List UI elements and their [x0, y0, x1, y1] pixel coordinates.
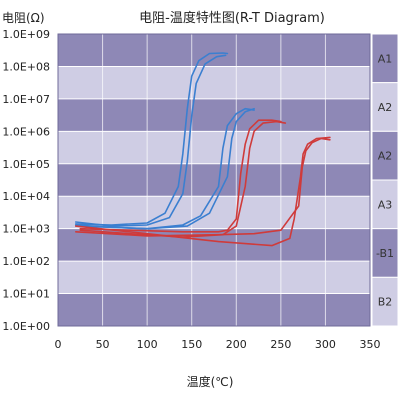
band-cell: [371, 276, 399, 327]
x-axis-title: 温度(℃): [187, 374, 234, 389]
y-axis-title: 电阻(Ω): [2, 11, 45, 25]
series-line-blue-1: [75, 54, 227, 227]
series-layer: [75, 52, 331, 247]
x-tick-label: 150: [181, 338, 202, 351]
x-tick-layer: 0 50 100 150 200 250 300 350: [55, 338, 381, 351]
series-line-red-6: [75, 136, 331, 247]
x-tick-label: 300: [315, 338, 336, 351]
plot-band: [58, 261, 370, 294]
plot-band: [58, 196, 370, 229]
band-cell: [371, 33, 399, 84]
y-tick-label: 1.0E+08: [2, 60, 50, 73]
y-tick-label: 1.0E+05: [2, 158, 50, 171]
band-label: A1: [378, 52, 393, 65]
x-tick-label: 350: [360, 338, 381, 351]
x-tick-label: 100: [137, 338, 158, 351]
series-line-red-7: [75, 137, 331, 237]
chart-title: 电阻-温度特性图(R-T Diagram): [139, 10, 325, 26]
y-tick-label: 1.0E+07: [2, 93, 50, 106]
band-layer: [58, 33, 399, 327]
grid-layer: [57, 33, 371, 327]
plot-band: [58, 131, 370, 164]
band-cell: [371, 82, 399, 132]
y-tick-label: 1.0E+04: [2, 190, 50, 203]
band-label: A2: [378, 150, 393, 163]
plot-band: [58, 293, 370, 326]
series-line-red-4: [79, 119, 282, 233]
x-tick-label: 250: [270, 338, 291, 351]
band-label-layer: A1 A2 A2 A3 -B1 B2: [376, 52, 394, 308]
band-cell: [371, 130, 399, 181]
plot-band: [58, 66, 370, 99]
band-label: B2: [378, 296, 393, 309]
y-tick-label: 1.0E+00: [2, 320, 50, 333]
y-tick-label: 1.0E+03: [2, 223, 50, 236]
series-line-blue-3: [75, 107, 255, 230]
series-line-blue-0: [75, 52, 229, 226]
x-tick-label: 0: [55, 338, 62, 351]
y-tick-layer: 1.0E+00 1.0E+01 1.0E+02 1.0E+03 1.0E+04 1.0E+…: [2, 28, 50, 333]
band-label: -B1: [376, 247, 394, 260]
plot-band: [58, 98, 370, 132]
plot-band: [58, 163, 370, 197]
x-tick-label: 200: [226, 338, 247, 351]
band-label: A3: [378, 198, 393, 211]
x-tick-label: 50: [96, 338, 110, 351]
y-tick-label: 1.0E+02: [2, 255, 50, 268]
plot-band: [58, 34, 370, 67]
plot-frame: [57, 33, 371, 327]
y-tick-label: 1.0E+06: [2, 125, 50, 138]
y-tick-label: 1.0E+09: [2, 28, 50, 41]
y-tick-label: 1.0E+01: [2, 288, 50, 301]
band-label: A2: [378, 101, 393, 114]
